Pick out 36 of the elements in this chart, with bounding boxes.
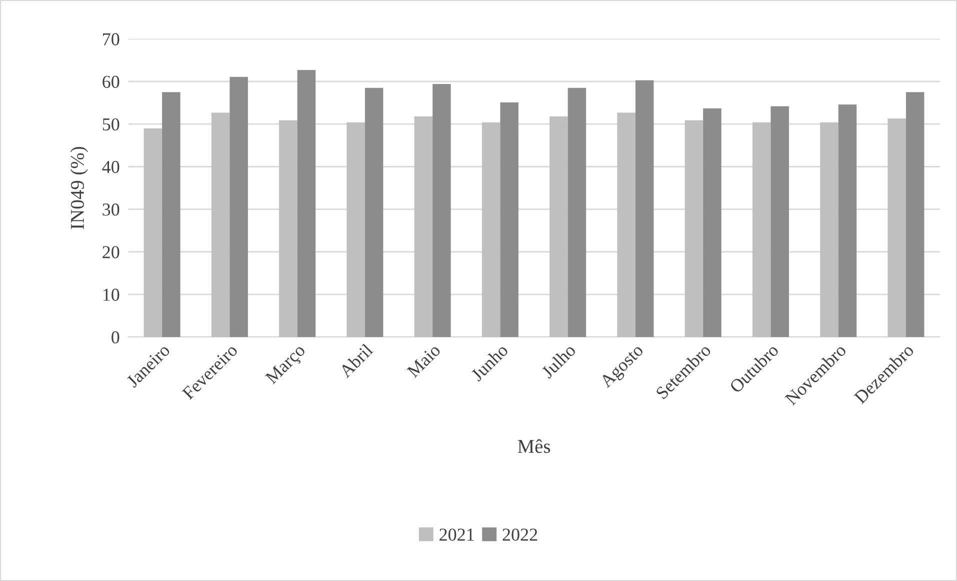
legend-label: 2022	[502, 528, 538, 541]
bar	[211, 112, 230, 337]
y-tick-label: 0	[112, 331, 120, 344]
bar	[162, 92, 180, 337]
bar	[230, 76, 248, 337]
bar	[279, 120, 298, 337]
bar	[568, 88, 586, 337]
bar	[820, 122, 838, 337]
bar	[346, 122, 365, 337]
bar	[144, 128, 162, 337]
bar	[297, 70, 316, 337]
bar	[770, 106, 789, 337]
bar	[364, 88, 384, 337]
bar	[635, 80, 654, 337]
bar	[684, 120, 704, 337]
legend-label: 2021	[440, 528, 474, 541]
y-tick-label: 70	[103, 33, 120, 46]
x-axis-title: Mês	[518, 439, 550, 453]
bar	[752, 122, 771, 337]
bar	[617, 112, 636, 337]
bar	[888, 118, 906, 337]
bar	[838, 104, 857, 337]
bar	[500, 102, 518, 337]
bar	[703, 108, 722, 337]
y-tick-label: 50	[102, 118, 120, 131]
bar	[550, 116, 568, 337]
y-tick-label: 60	[102, 76, 120, 88]
bar	[432, 84, 451, 337]
y-tick-label: 30	[102, 204, 120, 216]
bar	[482, 122, 500, 337]
y-tick-label: 20	[102, 246, 120, 258]
bar	[906, 92, 924, 337]
y-tick-label: 10	[103, 288, 120, 301]
bar	[414, 116, 433, 337]
y-axis-title: IN049 (%)	[70, 146, 88, 230]
y-tick-label: 40	[102, 160, 120, 174]
